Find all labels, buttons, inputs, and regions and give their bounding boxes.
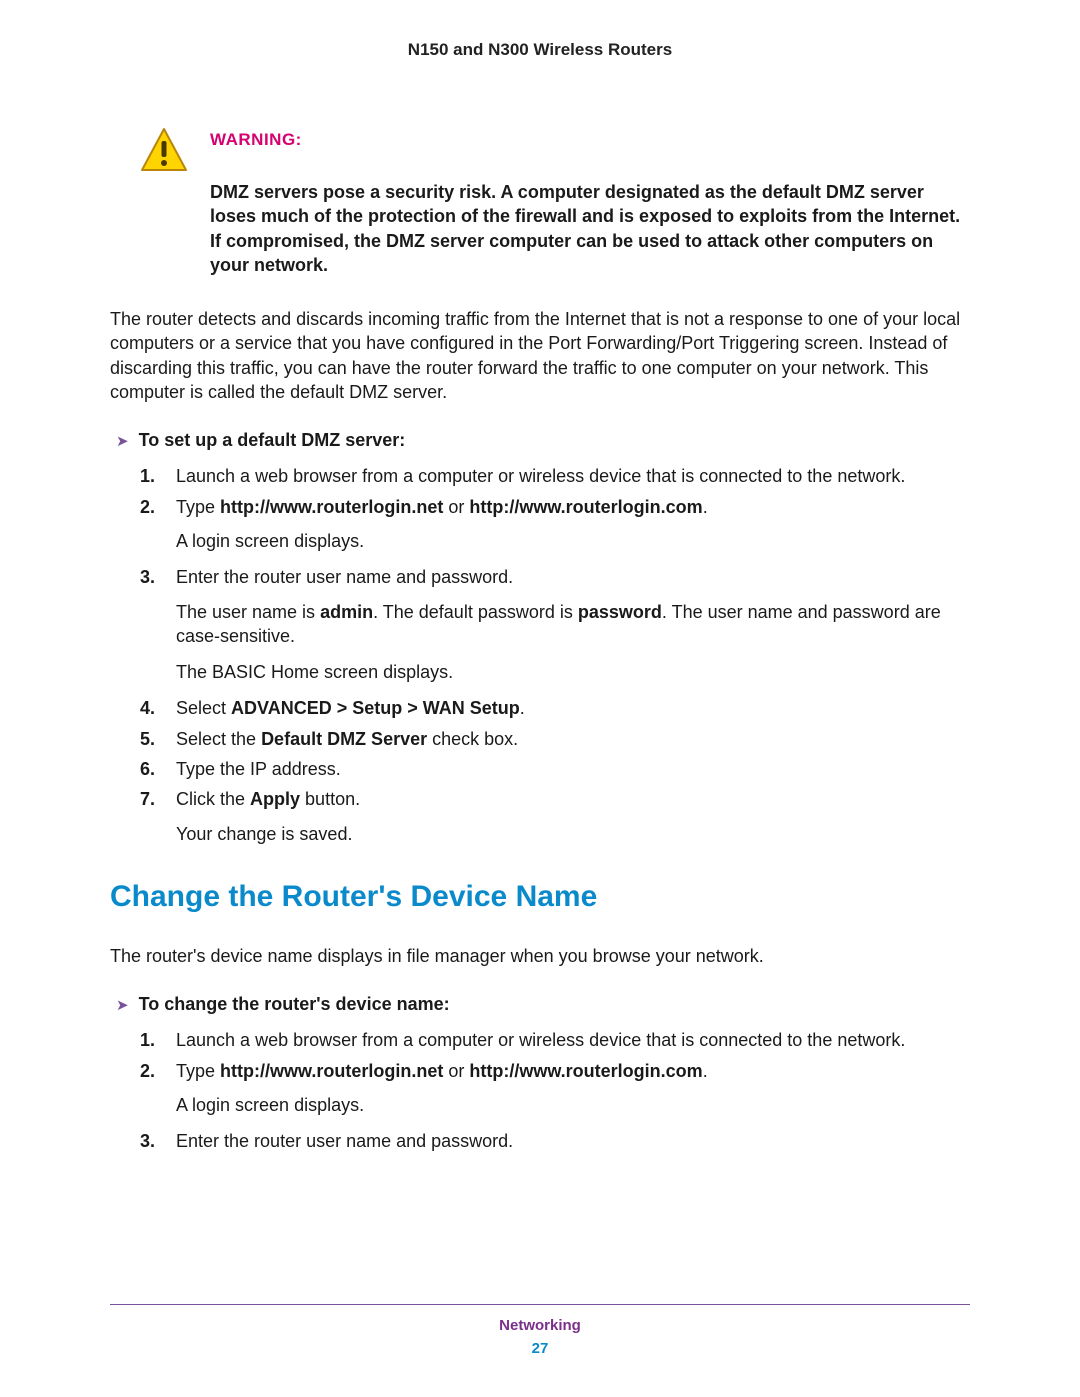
step-sub: The BASIC Home screen displays. bbox=[176, 660, 970, 684]
step-text: Enter the router user name and password. bbox=[176, 1131, 513, 1151]
footer-page-number: 27 bbox=[0, 1340, 1080, 1357]
warning-label: WARNING: bbox=[210, 130, 970, 150]
chevron-right-icon: ➤ bbox=[116, 430, 129, 454]
task-title: To change the router's device name: bbox=[139, 994, 450, 1018]
step-number: 1. bbox=[140, 1028, 155, 1052]
list-item: 1.Launch a web browser from a computer o… bbox=[158, 464, 970, 488]
step-number: 7. bbox=[140, 787, 155, 811]
step-sub: A login screen displays. bbox=[176, 529, 970, 553]
step-text: Select the Default DMZ Server check box. bbox=[176, 729, 518, 749]
section-heading-device-name: Change the Router's Device Name bbox=[110, 880, 970, 914]
document-page: N150 and N300 Wireless Routers WARNING: … bbox=[0, 0, 1080, 1397]
list-item: 3.Enter the router user name and passwor… bbox=[158, 1129, 970, 1153]
list-item: 2.Type http://www.routerlogin.net or htt… bbox=[158, 1059, 970, 1118]
document-header-title: N150 and N300 Wireless Routers bbox=[110, 40, 970, 60]
task-heading-device-name: ➤ To change the router's device name: bbox=[110, 994, 970, 1018]
list-item: 2.Type http://www.routerlogin.net or htt… bbox=[158, 495, 970, 554]
warning-text: DMZ servers pose a security risk. A comp… bbox=[210, 180, 970, 277]
chevron-right-icon: ➤ bbox=[116, 994, 129, 1018]
warning-content: WARNING: DMZ servers pose a security ris… bbox=[210, 130, 970, 277]
list-item: 4.Select ADVANCED > Setup > WAN Setup. bbox=[158, 696, 970, 720]
section2-intro: The router's device name displays in fil… bbox=[110, 944, 970, 968]
step-sub: Your change is saved. bbox=[176, 822, 970, 846]
step-sub: A login screen displays. bbox=[176, 1093, 970, 1117]
list-item: 3.Enter the router user name and passwor… bbox=[158, 565, 970, 684]
step-text: Type the IP address. bbox=[176, 759, 341, 779]
page-footer: Networking 27 bbox=[0, 1317, 1080, 1357]
warning-block: WARNING: DMZ servers pose a security ris… bbox=[140, 130, 970, 277]
task-heading-dmz: ➤ To set up a default DMZ server: bbox=[110, 430, 970, 454]
step-number: 4. bbox=[140, 696, 155, 720]
step-text: Launch a web browser from a computer or … bbox=[176, 1030, 905, 1050]
step-number: 1. bbox=[140, 464, 155, 488]
step-number: 2. bbox=[140, 1059, 155, 1083]
steps-list-dmz: 1.Launch a web browser from a computer o… bbox=[158, 464, 970, 846]
step-number: 5. bbox=[140, 727, 155, 751]
list-item: 6.Type the IP address. bbox=[158, 757, 970, 781]
step-text: Click the Apply button. bbox=[176, 789, 360, 809]
step-number: 2. bbox=[140, 495, 155, 519]
step-text: Launch a web browser from a computer or … bbox=[176, 466, 905, 486]
step-number: 6. bbox=[140, 757, 155, 781]
footer-divider bbox=[110, 1304, 970, 1305]
step-sub: The user name is admin. The default pass… bbox=[176, 600, 970, 649]
task-title: To set up a default DMZ server: bbox=[139, 430, 406, 454]
step-number: 3. bbox=[140, 1129, 155, 1153]
list-item: 1.Launch a web browser from a computer o… bbox=[158, 1028, 970, 1052]
step-number: 3. bbox=[140, 565, 155, 589]
step-text: Type http://www.routerlogin.net or http:… bbox=[176, 1061, 708, 1081]
intro-paragraph: The router detects and discards incoming… bbox=[110, 307, 970, 404]
list-item: 7.Click the Apply button. Your change is… bbox=[158, 787, 970, 846]
warning-icon bbox=[140, 126, 188, 174]
step-text: Enter the router user name and password. bbox=[176, 567, 513, 587]
footer-section-label: Networking bbox=[0, 1317, 1080, 1334]
steps-list-device-name: 1.Launch a web browser from a computer o… bbox=[158, 1028, 970, 1153]
step-text: Type http://www.routerlogin.net or http:… bbox=[176, 497, 708, 517]
step-text: Select ADVANCED > Setup > WAN Setup. bbox=[176, 698, 525, 718]
list-item: 5.Select the Default DMZ Server check bo… bbox=[158, 727, 970, 751]
